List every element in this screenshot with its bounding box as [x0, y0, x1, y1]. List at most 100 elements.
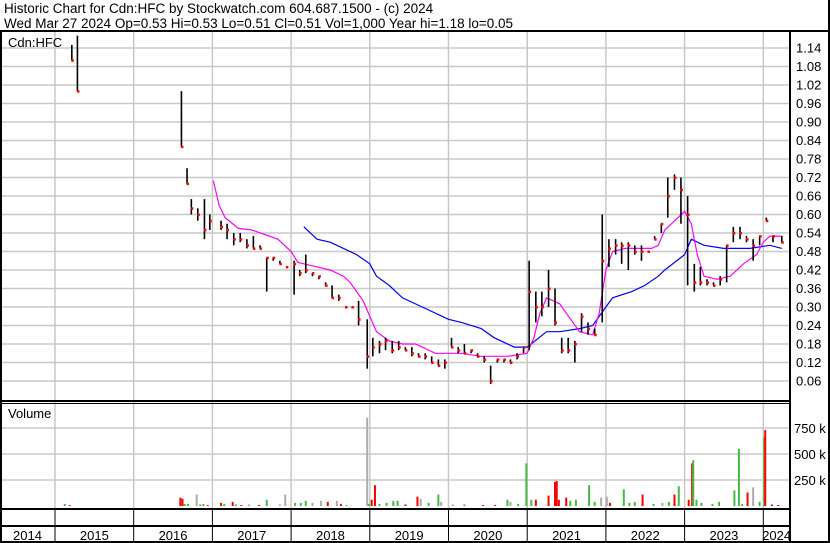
x-tick-label: 2022 [631, 528, 660, 543]
y-tick-label: 0.06 [796, 374, 821, 389]
volume-bar [677, 486, 680, 506]
volume-bar [534, 499, 537, 506]
x-tick-label: 2014 [13, 528, 42, 543]
volume-bar [547, 495, 550, 506]
close-dot [246, 244, 249, 247]
close-dot [581, 315, 584, 318]
close-dot [391, 349, 395, 352]
close-dot [745, 238, 749, 241]
close-dot [259, 247, 263, 250]
close-dot [772, 235, 775, 238]
volume-bar [752, 487, 755, 506]
volume-bar [206, 504, 209, 506]
close-dot [358, 318, 361, 321]
volume-bar [588, 485, 591, 506]
close-dot [325, 284, 328, 287]
y-tick-label: 0.24 [796, 318, 821, 333]
y-tick-label: 0.84 [796, 133, 821, 148]
close-dot [76, 90, 80, 93]
volume-bar [437, 494, 440, 506]
volume-bar [345, 504, 348, 506]
symbol-label: Cdn:HFC [8, 35, 62, 50]
volume-bar [687, 499, 690, 506]
volume-bar [451, 504, 454, 506]
volume-bar [509, 501, 512, 506]
close-dot [233, 238, 236, 241]
close-dot [266, 256, 269, 260]
volume-bar [335, 500, 338, 506]
volume-bar [416, 496, 419, 506]
close-dot [71, 59, 74, 62]
volume-bar [187, 503, 190, 506]
close-dot [226, 228, 230, 232]
close-dot [535, 306, 538, 309]
close-dot [444, 361, 447, 364]
close-dot [615, 244, 618, 247]
close-dot [351, 306, 354, 309]
volume-bar [628, 502, 631, 506]
close-dot [548, 287, 551, 290]
volume-bar [370, 499, 373, 506]
volume-bar [605, 496, 608, 506]
volume-bar [373, 485, 376, 506]
close-dot [693, 281, 697, 284]
close-dot [372, 346, 375, 349]
volume-bar [385, 502, 388, 506]
x-tick-label: 2021 [552, 528, 581, 543]
volume-bar [608, 502, 611, 506]
volume-bar [199, 504, 202, 506]
close-dot [252, 247, 256, 250]
close-dot [220, 225, 224, 229]
volume-bar [240, 504, 243, 506]
volume-bar [284, 494, 287, 506]
volume-bar [404, 504, 407, 506]
close-dot [732, 232, 736, 235]
volume-bar [569, 500, 572, 506]
x-tick-label: 2019 [395, 528, 424, 543]
close-dot [706, 281, 710, 284]
quote-summary: Wed Mar 27 2024 Op=0.53 Hi=0.53 Lo=0.51 … [4, 16, 514, 31]
volume-bar [366, 417, 369, 506]
volume-bar [673, 494, 676, 506]
close-dot [781, 241, 784, 244]
volume-bar [482, 504, 485, 506]
volume-bar [220, 502, 223, 506]
y-tick-label: 1.02 [796, 78, 821, 93]
close-dot [186, 182, 190, 186]
close-dot [687, 213, 690, 216]
volume-bar [463, 504, 466, 506]
close-dot [457, 349, 461, 352]
volume-bar [557, 499, 560, 506]
close-dot [305, 269, 308, 272]
volume-bar [746, 492, 749, 506]
ma-short-line [212, 180, 782, 357]
close-dot [311, 272, 315, 275]
close-dot [759, 235, 762, 238]
volume-bar [494, 504, 497, 506]
volume-bar [392, 500, 395, 506]
close-dot [209, 219, 212, 223]
y-tick-label: 0.36 [796, 281, 821, 296]
volume-bar [320, 500, 323, 506]
close-dot [503, 358, 506, 361]
volume-bar [530, 499, 533, 506]
close-dot [398, 346, 401, 349]
volume-tick-label: 500 k [794, 447, 826, 462]
volume-bar [195, 494, 198, 506]
volume-bar [234, 504, 237, 506]
volume-bar [763, 437, 766, 506]
close-dot [239, 238, 243, 241]
volume-bar [63, 503, 66, 506]
close-dot [483, 358, 487, 361]
volume-bar [565, 497, 568, 506]
close-dot [451, 346, 454, 349]
close-dot [418, 355, 421, 358]
volume-bar [367, 503, 370, 506]
close-dot [338, 296, 341, 300]
y-tick-label: 0.96 [796, 96, 821, 111]
volume-bar [600, 497, 603, 506]
chart-title: Historic Chart for Cdn:HFC by Stockwatch… [4, 1, 434, 16]
close-dot [379, 343, 382, 346]
close-dot [699, 281, 703, 284]
grid [0, 32, 790, 543]
